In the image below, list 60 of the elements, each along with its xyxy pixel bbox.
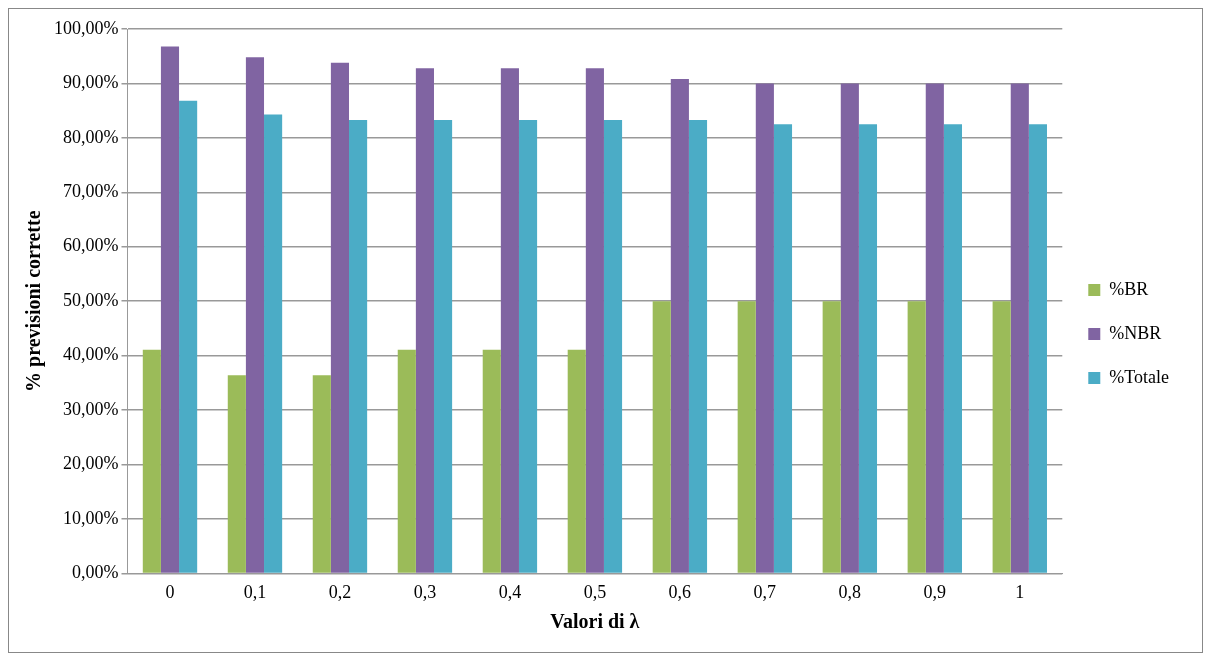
bar [415,68,434,573]
x-axis-title: Valori di λ [550,610,640,633]
bar [670,79,689,573]
bar [1028,124,1047,573]
y-tick-label: 80,00% [62,126,119,147]
y-tick-label: 10,00% [62,507,119,528]
bar [245,57,265,573]
bar [737,301,756,573]
bar [433,119,453,573]
y-tick-label: 90,00% [62,72,119,93]
bar [943,124,963,573]
y-tick-label: 0,00% [71,562,119,583]
legend-label: %BR [1109,278,1149,299]
bar [755,83,774,573]
bar [603,119,623,573]
x-tick-label: 0 [165,581,175,602]
x-tick-label: 1 [1015,581,1025,602]
bar [500,68,519,573]
x-tick-label: 0,3 [413,581,437,602]
y-tick-label: 70,00% [62,181,119,202]
bar [227,375,246,573]
bar [992,301,1011,573]
x-tick-label: 0,7 [753,581,777,602]
bar [773,124,793,573]
x-tick-label: 0,9 [923,581,947,602]
x-tick-label: 0,5 [583,581,607,602]
bar [822,301,841,573]
bar [652,301,671,573]
x-tick-label: 0,6 [668,581,692,602]
y-tick-label: 60,00% [62,235,119,256]
bar [330,62,350,573]
bar [264,114,283,573]
y-tick-label: 20,00% [62,453,119,474]
legend-label: %Totale [1109,366,1170,387]
y-axis-title: % previsioni corrette [22,210,46,392]
y-tick-label: 50,00% [62,289,119,310]
bar [518,119,538,573]
bar [160,46,180,573]
bar [397,349,416,573]
bar [142,349,161,573]
y-tick-label: 30,00% [62,398,119,419]
y-tick-label: 40,00% [62,344,119,365]
bar [179,100,198,573]
y-tick-label: 100,00% [53,17,119,38]
bar [925,83,944,573]
bar [482,349,501,573]
x-tick-label: 0,1 [243,581,267,602]
x-tick-label: 0,2 [328,581,352,602]
bar [349,119,368,573]
bar [840,83,859,573]
bar [858,124,878,573]
x-tick-label: 0,4 [498,581,522,602]
bar [585,68,604,573]
bar [312,375,331,573]
bar [907,301,926,573]
x-tick-label: 0,8 [838,581,862,602]
bar [1010,83,1029,573]
bar [688,119,708,573]
bar [567,349,586,573]
legend-label: %NBR [1109,322,1162,343]
